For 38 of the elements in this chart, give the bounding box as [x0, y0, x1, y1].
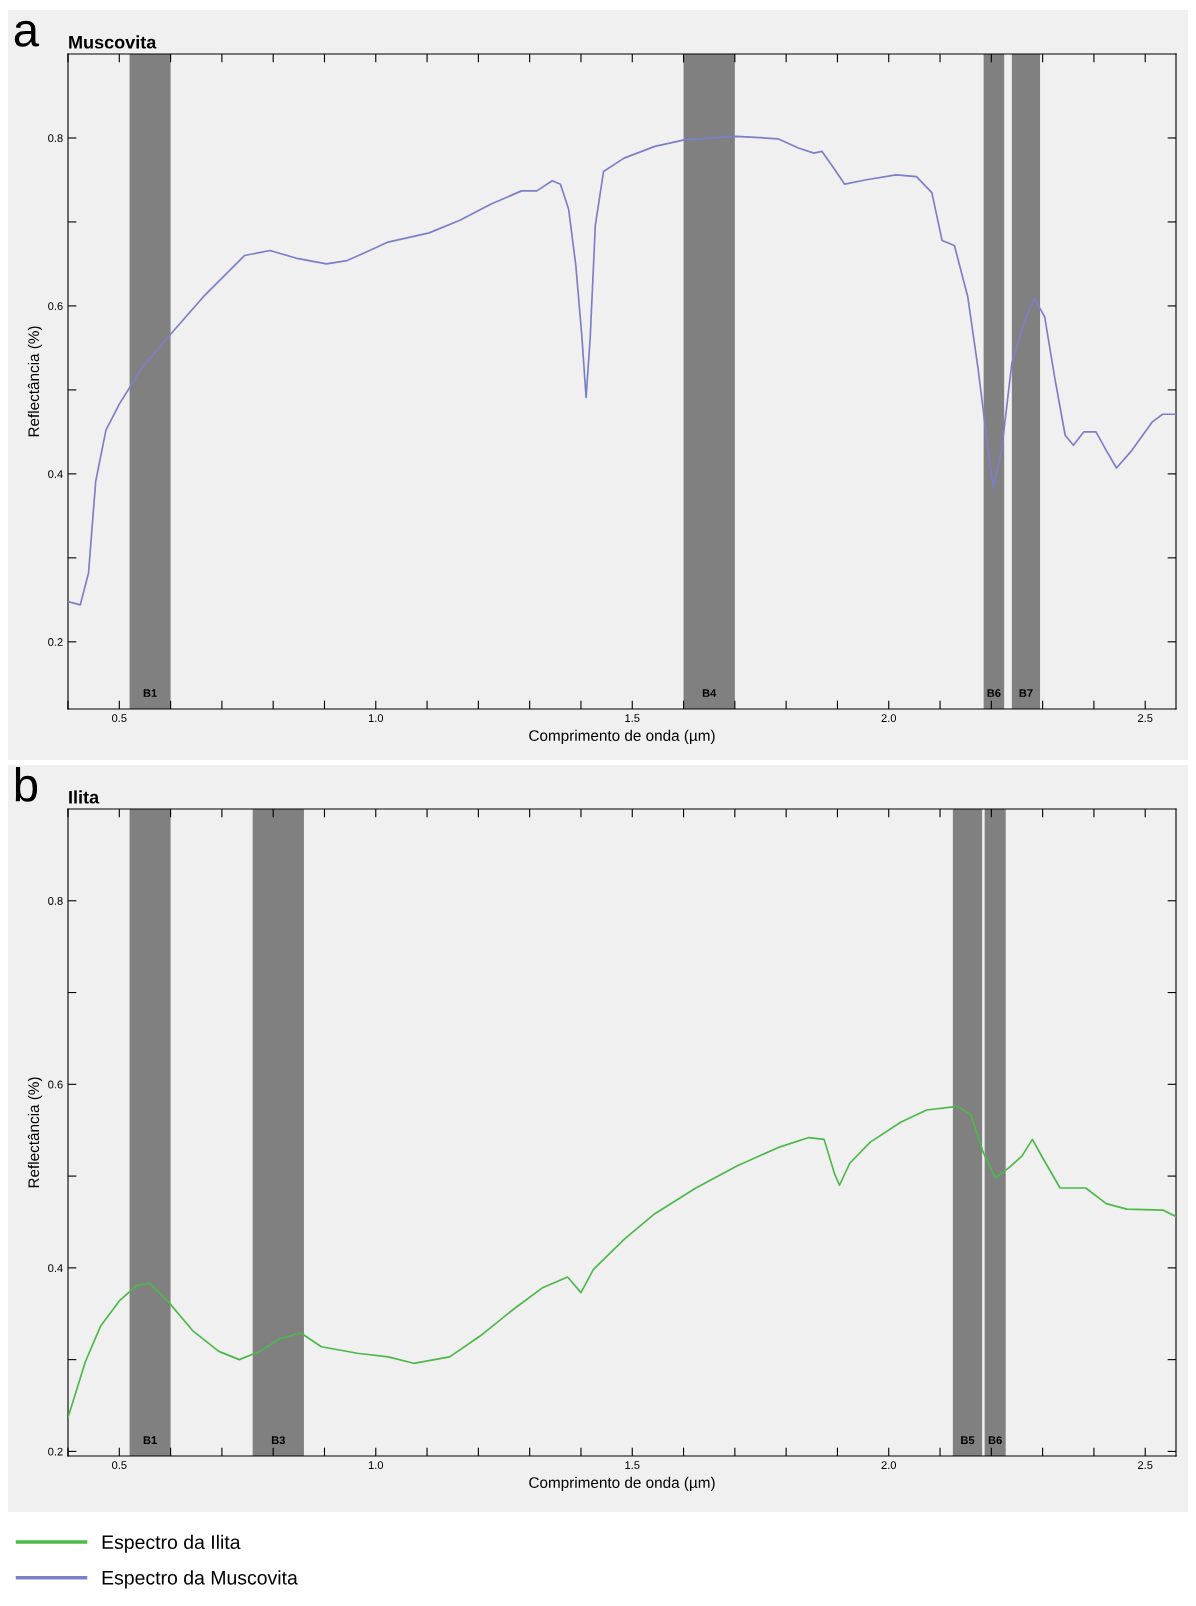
x-tick-label: 2.5: [1138, 714, 1153, 723]
x-tick-label: 0.5: [112, 1461, 127, 1470]
legend-label: Espectro da Ilita: [102, 1534, 241, 1553]
y-tick-label: 0.4: [48, 1264, 63, 1272]
band-label: B6: [988, 1436, 1002, 1445]
y-tick-label: 0.8: [48, 897, 63, 905]
y-tick-label: 0.8: [48, 134, 63, 143]
band-label: B4: [702, 689, 717, 697]
x-tick-label: 1.5: [625, 1461, 640, 1470]
y-axis-title: Reflectância (%): [27, 326, 43, 437]
text: a: [14, 20, 40, 47]
text: b: [15, 767, 38, 802]
band-label: B6: [987, 689, 1001, 697]
y-tick-label: 0.2: [48, 638, 63, 646]
band-label: B1: [143, 1436, 157, 1444]
x-tick-label: 1.0: [368, 1461, 384, 1470]
legend-label: Espectro da Muscovita: [102, 1570, 298, 1589]
x-axis-title: Comprimento de onda (µm): [529, 1476, 715, 1492]
band-label: B5: [961, 1436, 975, 1445]
chart-title: Ilita: [69, 790, 100, 804]
band-label: B7: [1019, 689, 1033, 697]
x-axis-title: Comprimento de onda (µm): [529, 729, 715, 745]
x-tick-label: 1.0: [368, 714, 384, 723]
band-label: B3: [271, 1436, 286, 1445]
line-series: [68, 135, 1176, 606]
x-tick-label: 0.5: [112, 714, 127, 723]
band-label: B1: [143, 689, 157, 697]
y-tick-label: 0.6: [48, 302, 63, 311]
y-axis-title: Reflectância (%): [27, 1077, 43, 1188]
x-tick-label: 2.5: [1138, 1461, 1153, 1470]
chart-title: Muscovita: [69, 35, 157, 49]
y-tick-label: 0.4: [48, 470, 63, 479]
x-tick-label: 2.0: [881, 714, 897, 723]
x-tick-label: 1.5: [625, 714, 640, 723]
y-tick-label: 0.6: [48, 1080, 63, 1089]
line-series: [68, 1105, 1176, 1419]
y-tick-label: 0.2: [48, 1447, 63, 1456]
x-tick-label: 2.0: [881, 1461, 897, 1470]
